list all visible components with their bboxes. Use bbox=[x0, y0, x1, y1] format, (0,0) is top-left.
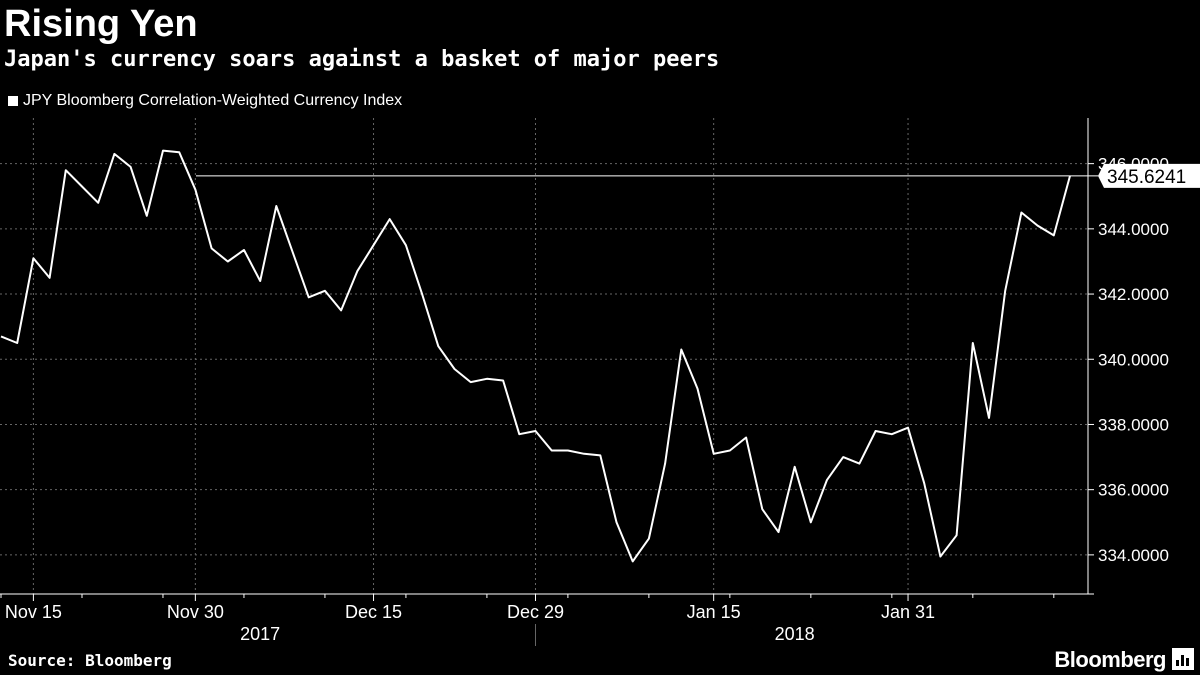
x-tick-label: Jan 15 bbox=[687, 602, 741, 622]
chart-subtitle: Japan's currency soars against a basket … bbox=[4, 47, 720, 72]
x-tick-label: Jan 31 bbox=[881, 602, 935, 622]
chart-title: Rising Yen bbox=[4, 3, 198, 45]
series-layer bbox=[0, 149, 1098, 563]
legend-swatch bbox=[8, 96, 18, 106]
series-line bbox=[0, 149, 1071, 563]
y-tick-label: 344.0000 bbox=[1098, 220, 1169, 239]
label-layer: 334.0000 336.0000 338.0000 340.0000 342.0000… bbox=[5, 155, 1200, 644]
y-tick-label: 334.0000 bbox=[1098, 546, 1169, 565]
y-tick-label: 336.0000 bbox=[1098, 481, 1169, 500]
axis-layer bbox=[0, 118, 1094, 646]
y-tick-label: 338.0000 bbox=[1098, 415, 1169, 434]
y-tick-label: 342.0000 bbox=[1098, 285, 1169, 304]
last-value-flag bbox=[1098, 163, 1200, 188]
x-tick-label: Dec 29 bbox=[507, 602, 564, 622]
grid-layer bbox=[0, 118, 1088, 594]
bloomberg-chart-icon bbox=[1172, 648, 1194, 670]
bloomberg-logo: Bloomberg bbox=[1054, 647, 1166, 672]
x-tick-label: Dec 15 bbox=[345, 602, 402, 622]
legend: JPY Bloomberg Correlation-Weighted Curre… bbox=[8, 91, 402, 111]
legend-label: JPY Bloomberg Correlation-Weighted Curre… bbox=[23, 92, 403, 109]
y-tick-label: 340.0000 bbox=[1098, 350, 1169, 369]
last-value-label: 345.6241 bbox=[1107, 167, 1186, 188]
x-tick-label: Nov 30 bbox=[167, 602, 224, 622]
year-label: 2017 bbox=[240, 624, 280, 644]
source-note: Source: Bloomberg bbox=[8, 651, 172, 670]
year-label: 2018 bbox=[775, 624, 815, 644]
x-tick-label: Nov 15 bbox=[5, 602, 62, 622]
